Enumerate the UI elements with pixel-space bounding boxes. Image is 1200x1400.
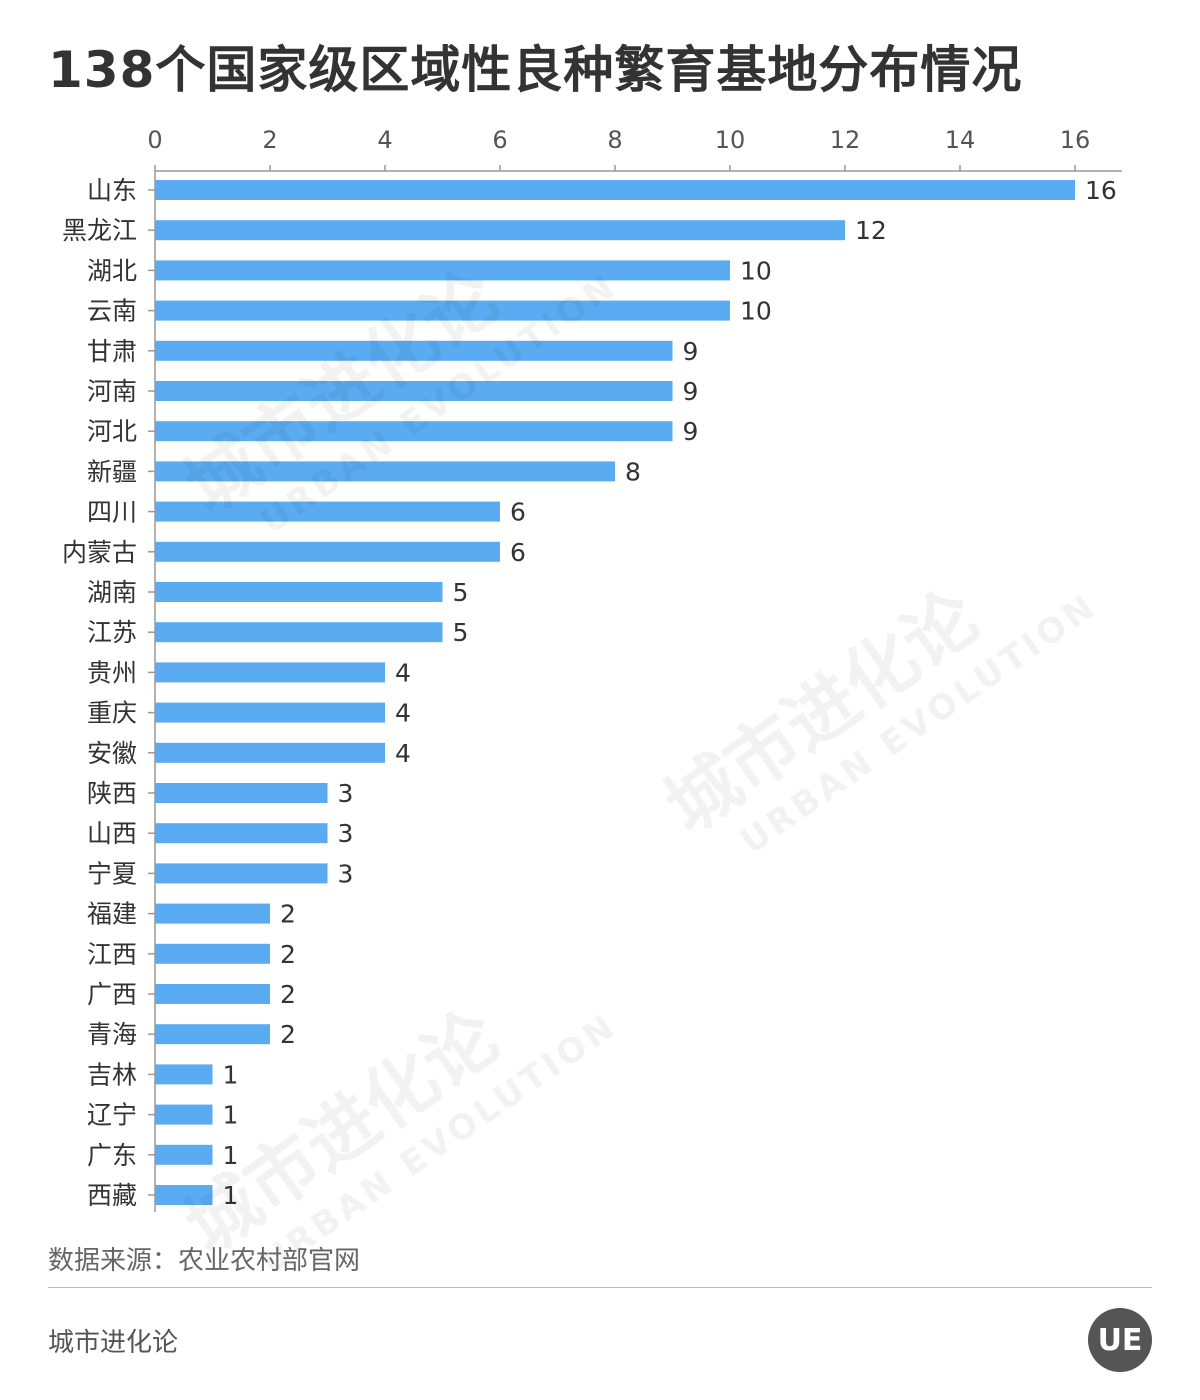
bar	[155, 742, 385, 763]
data-label: 6	[510, 538, 526, 567]
bar	[155, 220, 845, 241]
data-label: 6	[510, 498, 526, 527]
category-label: 福建	[87, 900, 137, 929]
data-label: 2	[280, 940, 296, 969]
data-label: 3	[338, 859, 354, 888]
bar	[155, 260, 730, 281]
category-label: 吉林	[87, 1060, 137, 1089]
bar	[155, 180, 1075, 200]
category-label: 安徽	[87, 739, 137, 768]
bar	[155, 501, 500, 522]
category-label: 山西	[87, 819, 137, 848]
data-label: 10	[740, 297, 772, 326]
data-label: 10	[740, 256, 772, 285]
data-label: 1	[223, 1181, 239, 1210]
data-label: 9	[683, 417, 699, 446]
bar	[155, 300, 730, 321]
data-label: 1	[223, 1101, 239, 1130]
category-label: 黑龙江	[62, 216, 137, 245]
data-label: 3	[338, 819, 354, 848]
bar	[155, 783, 328, 803]
category-label: 辽宁	[87, 1101, 137, 1130]
category-label: 宁夏	[87, 859, 137, 888]
x-tick-label: 12	[830, 126, 861, 154]
data-label: 12	[855, 216, 887, 245]
bar	[155, 863, 328, 884]
category-label: 西藏	[87, 1181, 137, 1210]
category-label: 江西	[87, 940, 137, 969]
data-label: 9	[683, 337, 699, 366]
bar	[155, 1064, 213, 1085]
bar	[155, 622, 443, 643]
category-label: 四川	[87, 498, 137, 527]
bar	[155, 823, 328, 844]
data-label: 4	[395, 658, 411, 687]
category-label: 山东	[87, 176, 137, 205]
category-label: 新疆	[87, 457, 137, 486]
bar	[155, 1185, 213, 1205]
x-tick-label: 4	[377, 126, 392, 154]
data-label: 1	[223, 1141, 239, 1170]
data-label: 1	[223, 1060, 239, 1089]
bar	[155, 943, 270, 964]
x-tick-label: 2	[262, 126, 277, 154]
data-label: 9	[683, 377, 699, 406]
category-label: 甘肃	[87, 337, 137, 366]
category-label: 湖南	[87, 578, 137, 607]
x-tick-label: 0	[147, 126, 162, 154]
x-tick-label: 14	[945, 126, 976, 154]
category-label: 湖北	[87, 256, 137, 285]
category-label: 河南	[87, 377, 137, 406]
bar	[155, 381, 673, 401]
footer-divider	[48, 1287, 1152, 1288]
data-label: 8	[625, 457, 641, 486]
data-label: 16	[1085, 176, 1117, 205]
data-label: 3	[338, 779, 354, 808]
data-label: 4	[395, 699, 411, 728]
bar	[155, 1144, 213, 1165]
category-label: 重庆	[87, 699, 137, 728]
bar	[155, 1104, 213, 1125]
bar	[155, 984, 270, 1004]
category-label: 贵州	[87, 658, 137, 687]
bar	[155, 702, 385, 723]
data-source: 数据来源：农业农村部官网	[48, 1246, 361, 1276]
category-label: 广东	[87, 1141, 137, 1170]
data-label: 5	[453, 618, 469, 647]
brand-logo: UE	[1088, 1308, 1152, 1372]
bar	[155, 421, 673, 442]
category-label: 河北	[87, 417, 137, 446]
bar	[155, 340, 673, 361]
data-label: 5	[453, 578, 469, 607]
data-label: 4	[395, 739, 411, 768]
chart-title: 138个国家级区域性良种繁育基地分布情况	[48, 41, 1023, 99]
x-tick-label: 16	[1060, 126, 1091, 154]
x-tick-label: 6	[492, 126, 507, 154]
bar	[155, 461, 615, 482]
x-tick-label: 8	[607, 126, 622, 154]
category-label: 陕西	[87, 779, 137, 808]
data-label: 2	[280, 900, 296, 929]
logo-text: UE	[1097, 1322, 1143, 1358]
category-label: 内蒙古	[62, 538, 137, 567]
category-label: 青海	[87, 1020, 137, 1049]
category-label: 江苏	[87, 618, 137, 647]
bar	[155, 662, 385, 683]
bar	[155, 1024, 270, 1045]
bar	[155, 541, 500, 562]
category-label: 广西	[87, 980, 137, 1009]
category-label: 云南	[87, 297, 137, 326]
x-tick-label: 10	[715, 126, 746, 154]
data-label: 2	[280, 980, 296, 1009]
bar	[155, 582, 443, 602]
brand-name: 城市进化论	[48, 1328, 179, 1358]
data-label: 2	[280, 1020, 296, 1049]
bar	[155, 903, 270, 924]
